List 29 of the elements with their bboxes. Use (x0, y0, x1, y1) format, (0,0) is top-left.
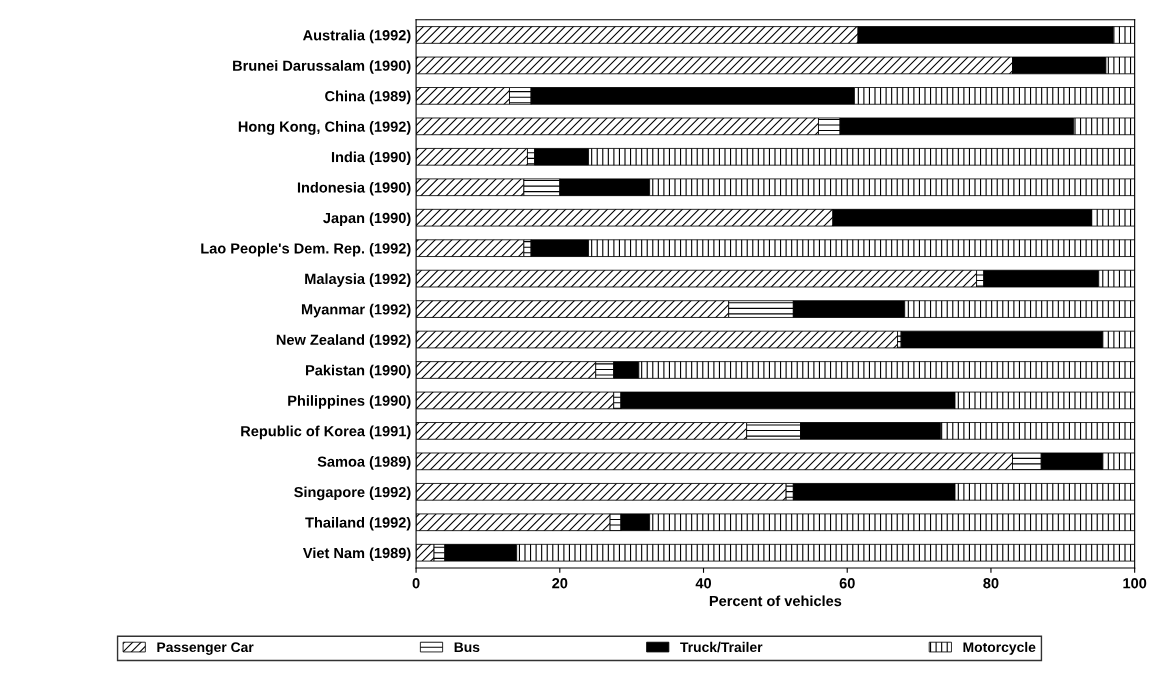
y-tick-label: Myanmar (1992) (301, 303, 411, 318)
y-tick-label: Thailand (1992) (305, 516, 411, 531)
y-tick-label: Brunei Darussalam (1990) (233, 60, 411, 74)
y-tick-label: Japan (1990) (323, 212, 411, 227)
y-tick-label: India (1990) (331, 151, 411, 166)
y-tick-label: Malaysia (1992) (305, 273, 411, 287)
x-tick-label: 40 (695, 578, 712, 589)
y-tick-label: Philippines (1990) (288, 395, 411, 409)
y-tick-label: Indonesia (1990) (297, 181, 411, 196)
legend-label: Bus (454, 642, 480, 653)
y-tick-label: Samoa (1989) (317, 456, 411, 470)
y-tick-label: Republic of Korea (1991) (241, 425, 411, 440)
y-tick-label: New Zealand (1992) (276, 334, 411, 348)
y-tick-label: Singapore (1992) (294, 486, 411, 501)
legend-label: Passenger Car (157, 642, 254, 655)
y-tick-label: Pakistan (1990) (306, 364, 411, 379)
y-tick-label: Viet Nam (1989) (302, 547, 411, 562)
y-tick-label: Hong Kong, China (1992) (238, 121, 411, 135)
y-tick-label: Lao People's Dem. Rep. (1992) (201, 242, 411, 257)
legend-label: Motorcycle (963, 641, 1036, 655)
x-axis-title: Percent of vehicles (709, 595, 842, 607)
x-tick-label: 60 (839, 578, 855, 589)
y-tick-label: China (1989) (325, 90, 411, 105)
y-tick-label: Australia (1992) (302, 29, 411, 44)
x-tick-label: 0 (412, 578, 420, 589)
x-tick-label: 100 (1123, 578, 1147, 589)
x-tick-label: 20 (552, 578, 568, 589)
x-tick-label: 80 (983, 578, 999, 589)
legend-label: Truck/Trailer (680, 641, 763, 653)
